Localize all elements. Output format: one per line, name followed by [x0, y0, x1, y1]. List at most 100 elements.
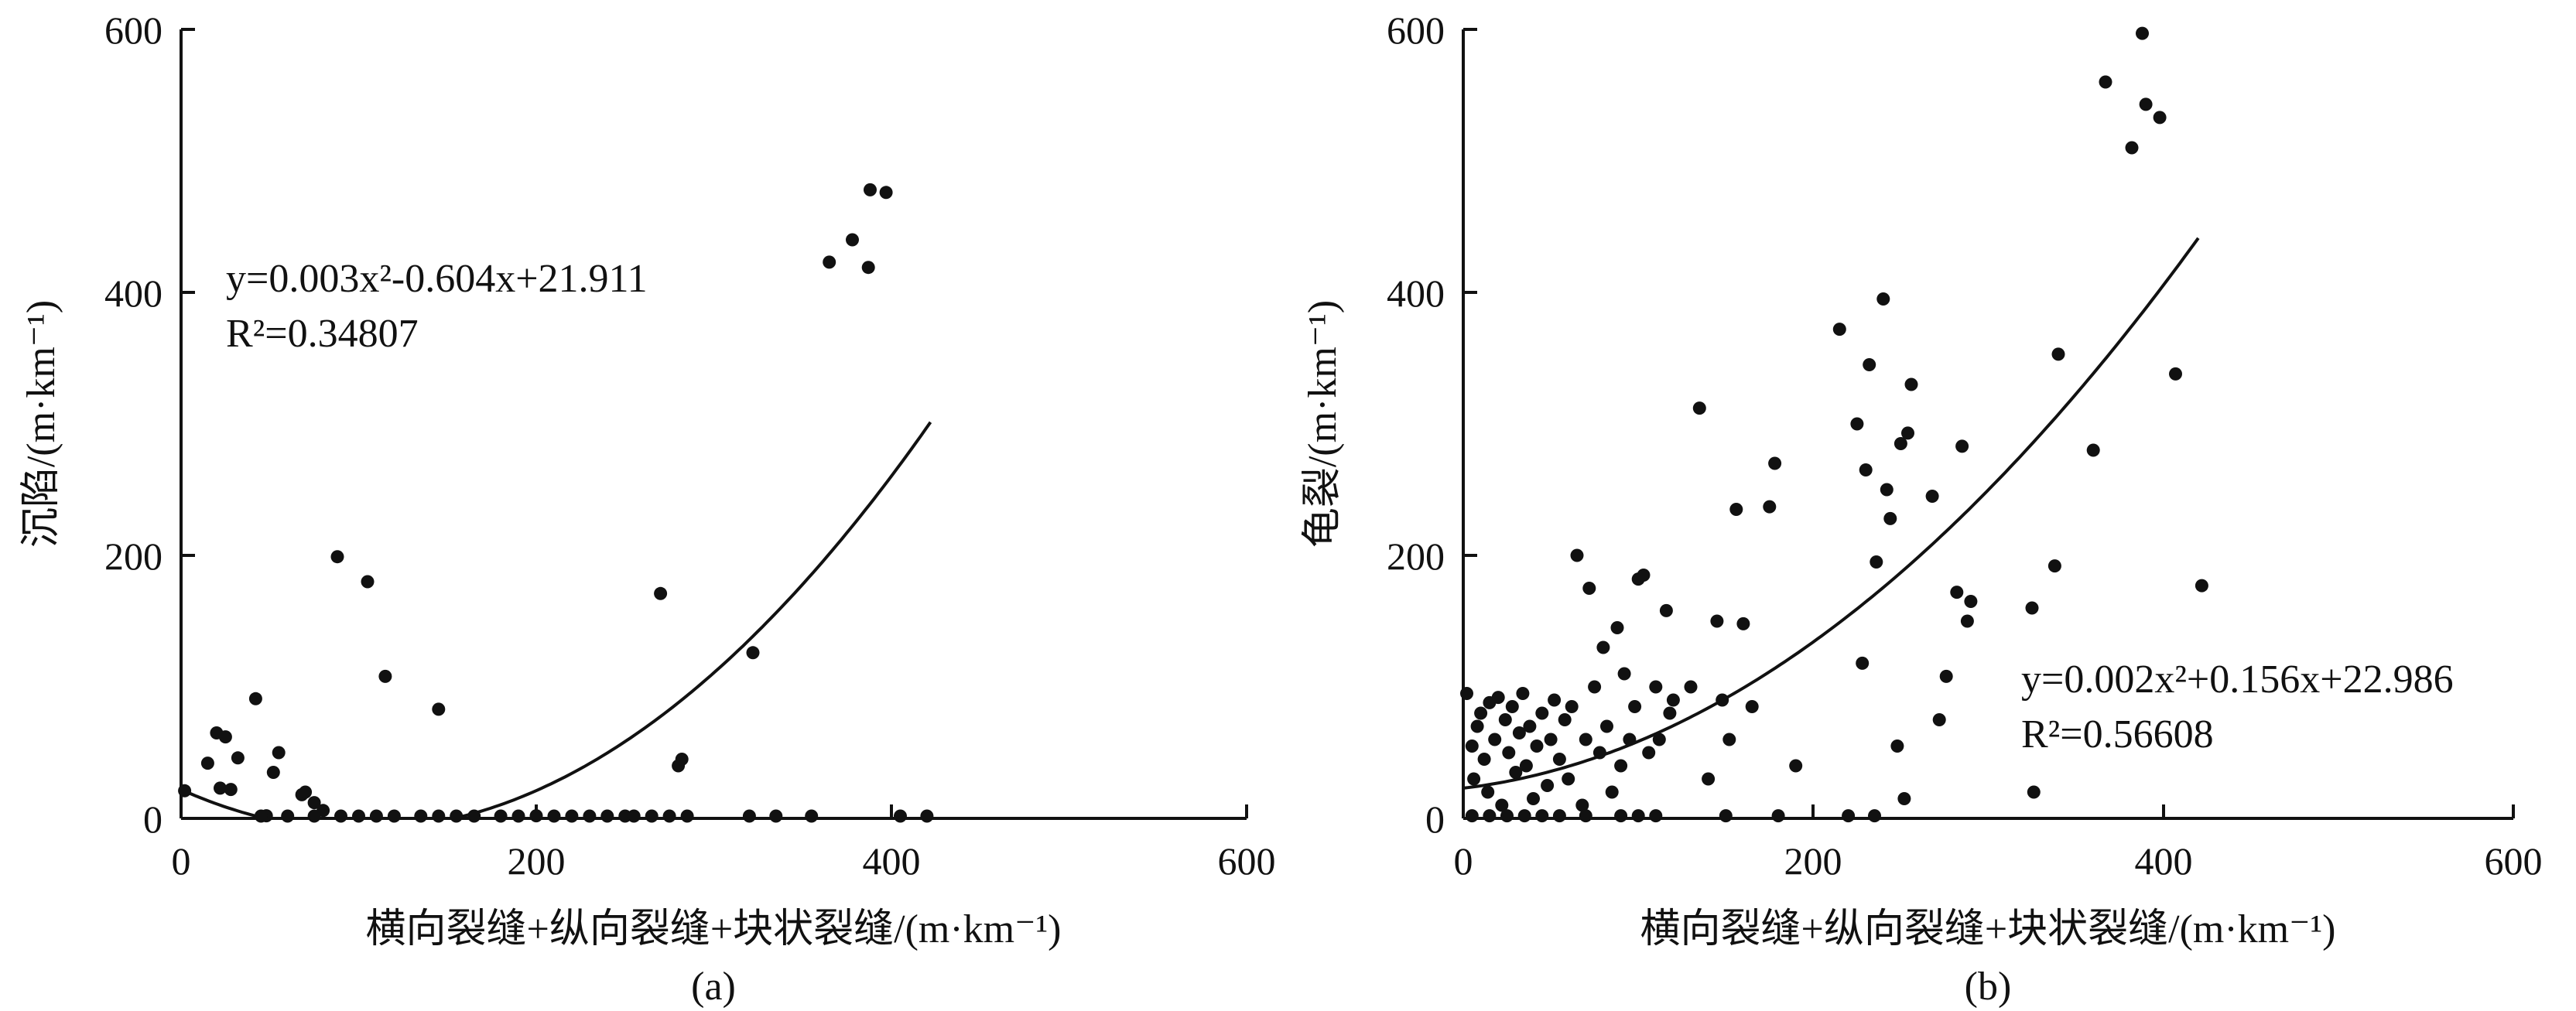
chart-a-points	[178, 183, 934, 823]
chart-b-point-109	[1868, 809, 1881, 823]
chart-b-point-89	[2099, 75, 2112, 89]
chart-a-point-13	[307, 796, 321, 810]
chart-b-point-3	[1470, 719, 1484, 733]
chart-b-point-27	[1562, 772, 1575, 786]
chart-b-panel-label: (b)	[1965, 965, 2012, 1009]
chart-b-point-12	[1502, 746, 1516, 760]
chart-b-point-11	[1498, 713, 1512, 726]
chart-b-point-31	[1579, 733, 1592, 746]
chart-b-point-51	[1684, 680, 1698, 694]
chart-b-y-tick-label-0: 0	[1425, 798, 1445, 841]
chart-a-point-44	[583, 809, 597, 823]
chart-b-point-87	[2051, 347, 2065, 361]
chart-b-point-26	[1558, 713, 1572, 726]
chart-b-point-32	[1582, 582, 1596, 595]
chart-b-point-47	[1652, 733, 1666, 746]
chart-b-point-29	[1570, 548, 1584, 562]
chart-a-equation: y=0.003x²-0.604x+21.911	[226, 257, 648, 301]
chart-b-point-57	[1729, 503, 1743, 516]
chart-a-point-40	[511, 809, 525, 823]
chart-a-point-32	[352, 809, 365, 823]
chart-b-point-108	[1842, 809, 1856, 823]
chart-a-point-18	[432, 702, 446, 716]
chart-b-r-squared: R²=0.56608	[2021, 712, 2214, 757]
chart-a-point-55	[920, 809, 934, 823]
chart-b-point-61	[1768, 456, 1782, 470]
chart-a-point-17	[378, 669, 392, 683]
chart-b-point-60	[1763, 500, 1777, 514]
chart-b-point-101	[1552, 809, 1566, 823]
chart-b-point-45	[1642, 746, 1656, 760]
chart-b-point-88	[2086, 443, 2100, 457]
chart-a-point-35	[414, 809, 428, 823]
chart-b-point-106	[1719, 809, 1733, 823]
chart-a-trendline	[180, 421, 932, 820]
chart-a-point-3	[214, 781, 227, 795]
chart-a-r-squared: R²=0.34807	[226, 312, 419, 356]
chart-a-point-26	[864, 183, 877, 196]
chart-a-point-42	[547, 809, 561, 823]
chart-b-point-59	[1745, 700, 1759, 713]
chart-b-point-85	[2027, 785, 2041, 799]
chart-b-x-tick-label-200: 200	[1784, 839, 1842, 883]
chart-b-point-92	[2139, 97, 2153, 111]
chart-b-point-95	[2195, 579, 2208, 593]
chart-a-point-30	[307, 809, 321, 823]
chart-a-x-axis-label: 横向裂缝+纵向裂缝+块状裂缝/(m·km⁻¹)	[366, 907, 1062, 951]
chart-a-point-15	[330, 550, 344, 564]
chart-b-point-86	[2047, 559, 2061, 573]
chart-a-point-33	[369, 809, 383, 823]
chart-a-point-10	[272, 746, 286, 760]
chart-b-y-tick-label-400: 400	[1387, 272, 1445, 315]
chart-a-point-1	[200, 757, 214, 770]
chart-a-point-7	[248, 692, 262, 705]
chart-a-point-6	[231, 751, 245, 765]
chart-a-x-tick-label-200: 200	[508, 839, 566, 883]
chart-a-y-tick-label-200: 200	[104, 535, 162, 578]
chart-b-point-21	[1535, 706, 1549, 720]
chart-a-point-5	[224, 783, 238, 797]
chart-b-point-8	[1488, 733, 1502, 746]
chart-b-point-94	[2169, 367, 2182, 381]
chart-b-point-14	[1509, 766, 1523, 779]
chart-a-x-tick-label-600: 600	[1218, 839, 1276, 883]
chart-b-point-100	[1535, 809, 1549, 823]
chart-b-point-15	[1512, 726, 1526, 739]
chart-b-point-103	[1614, 809, 1628, 823]
chart-b-point-35	[1596, 640, 1610, 654]
chart-b-point-13	[1505, 700, 1519, 713]
chart-a-y-axis-label: 沉陷/(m·km⁻¹)	[19, 300, 63, 548]
chart-b-point-41	[1623, 733, 1637, 746]
chart-b-x-tick-label-600: 600	[2485, 839, 2543, 883]
chart-a-point-38	[467, 809, 481, 823]
chart-b-point-76	[1904, 377, 1918, 391]
chart-a-point-27	[879, 186, 893, 200]
chart-b-point-0	[1460, 687, 1473, 700]
chart-a-point-45	[600, 809, 614, 823]
chart-b-point-2	[1467, 772, 1481, 786]
chart-b-point-97	[1483, 809, 1497, 823]
chart-a-y-tick-label-600: 600	[104, 9, 162, 52]
chart-b-point-42	[1628, 700, 1642, 713]
chart-a-ticks	[180, 28, 1248, 820]
chart-a-point-31	[334, 809, 347, 823]
chart-b-x-axis-label: 横向裂缝+纵向裂缝+块状裂缝/(m·km⁻¹)	[1640, 907, 2336, 951]
chart-b-point-84	[2025, 601, 2039, 615]
chart-b-point-55	[1716, 693, 1729, 707]
chart-b-point-4	[1474, 706, 1488, 720]
chart-b-point-66	[1859, 463, 1873, 476]
chart-a-point-41	[529, 809, 543, 823]
chart-b-point-37	[1605, 785, 1619, 799]
chart-a-point-43	[565, 809, 579, 823]
chart-b-point-68	[1870, 555, 1883, 569]
chart-b-x-tick-label-400: 400	[2135, 839, 2193, 883]
chart-a-point-47	[627, 809, 641, 823]
chart-b-point-22	[1541, 779, 1555, 792]
chart-b-point-69	[1876, 292, 1890, 306]
chart-a-y-tick-label-0: 0	[143, 798, 162, 841]
chart-b-point-54	[1710, 614, 1724, 628]
chart-b-y-axis-label: 龟裂/(m·km⁻¹)	[1301, 300, 1345, 548]
chart-b-point-50	[1666, 693, 1680, 707]
chart-b-point-91	[2136, 26, 2149, 40]
chart-a-point-39	[494, 809, 508, 823]
